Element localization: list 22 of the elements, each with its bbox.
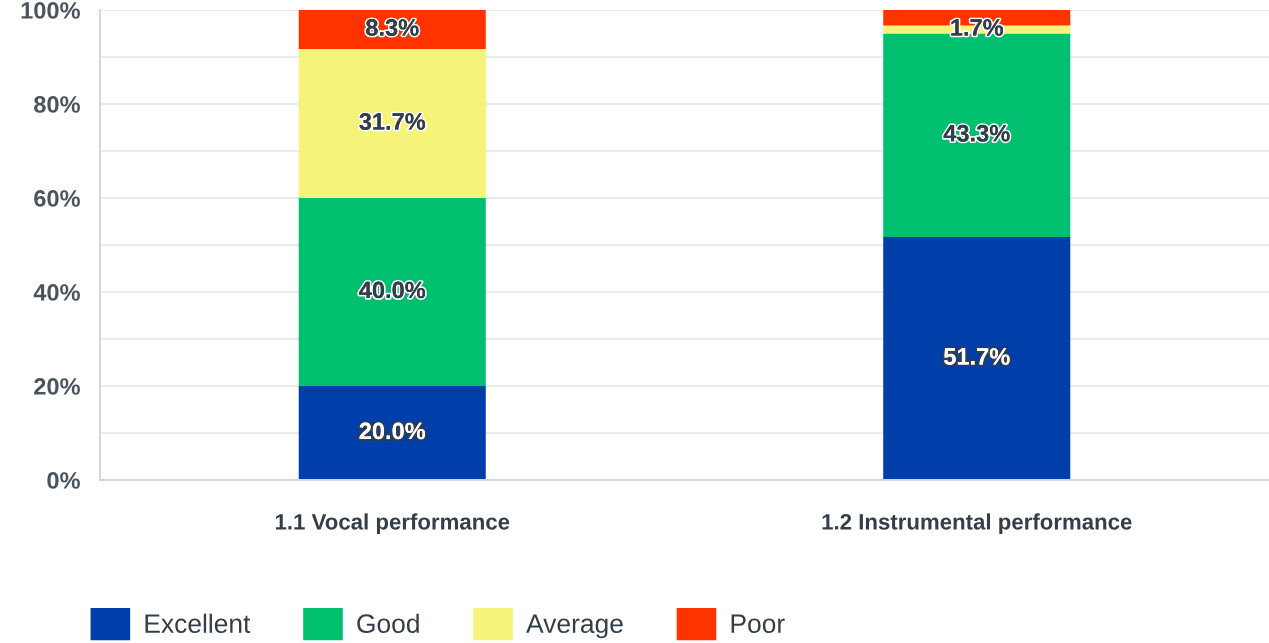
- legend-label: Poor: [731, 614, 785, 634]
- data-label: 40.0%: [359, 281, 426, 299]
- legend-label: Average: [526, 614, 623, 639]
- data-label: 8.3%: [366, 19, 419, 36]
- y-tick-label: 40%: [33, 284, 80, 301]
- data-label: 31.7%: [359, 113, 426, 130]
- y-tick-label: 80%: [34, 96, 80, 113]
- y-tick-label: 60%: [34, 190, 80, 207]
- data-label: 51.7%: [944, 348, 1010, 365]
- bar: [298, 386, 486, 480]
- y-tick-label: 20%: [34, 378, 80, 395]
- data-label: 20.0%: [359, 422, 426, 440]
- y-tick-label: 0%: [47, 472, 80, 489]
- x-tick-label: 1.1 Vocal performance: [275, 513, 510, 535]
- bar: [883, 237, 1071, 480]
- bar: [298, 49, 486, 198]
- bar: [298, 198, 486, 386]
- legend-label: Excellent: [145, 613, 251, 634]
- y-tick-label: 100%: [21, 2, 80, 19]
- x-tick-label: 1.2 Instrumental performance: [822, 513, 1132, 535]
- data-label: 43.3%: [943, 124, 1010, 142]
- legend-label: Good: [357, 613, 419, 634]
